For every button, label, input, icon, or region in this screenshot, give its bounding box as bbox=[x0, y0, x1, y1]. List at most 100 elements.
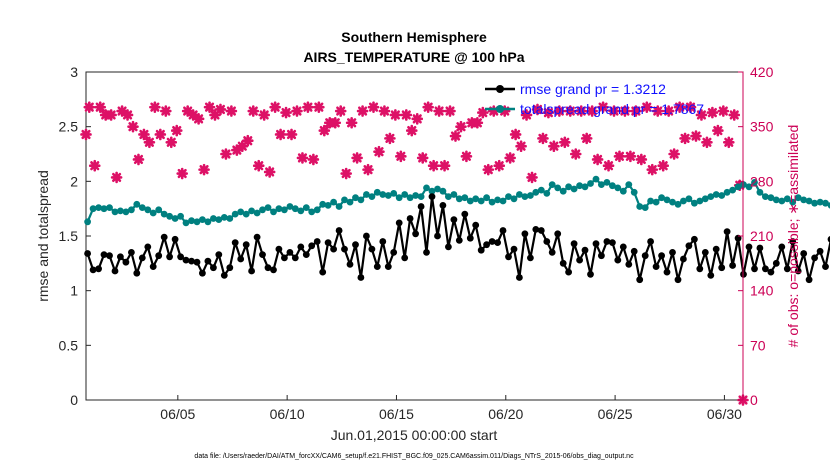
rmse-point bbox=[346, 261, 354, 268]
rmse-point bbox=[745, 243, 753, 251]
totalspread-series bbox=[84, 175, 830, 227]
rmse-point bbox=[439, 202, 447, 209]
totalspread-point bbox=[210, 215, 217, 222]
obs-point bbox=[564, 105, 577, 117]
totalspread-point bbox=[330, 198, 337, 206]
rmse-point bbox=[794, 267, 802, 275]
obs-point bbox=[586, 105, 598, 117]
obs-point bbox=[455, 120, 467, 133]
rmse-point bbox=[598, 252, 605, 260]
totalspread-point bbox=[598, 181, 605, 189]
rmse-point bbox=[428, 193, 436, 201]
rmse-point bbox=[352, 241, 359, 249]
totalspread-point bbox=[701, 195, 709, 203]
x-tick-label: 06/30 bbox=[707, 406, 742, 422]
rmse-point bbox=[805, 276, 813, 284]
totalspread-point bbox=[237, 208, 245, 216]
totalspread-point bbox=[592, 175, 600, 183]
rmse-point bbox=[609, 239, 616, 247]
rmse-point bbox=[685, 242, 693, 250]
obs-point bbox=[712, 124, 724, 137]
obs-point bbox=[362, 163, 374, 176]
rmse-point bbox=[89, 266, 97, 274]
rmse-point bbox=[281, 254, 288, 262]
obs-point bbox=[498, 105, 511, 117]
rmse-point bbox=[379, 238, 387, 245]
totalspread-point bbox=[144, 206, 152, 214]
totalspread-point bbox=[313, 206, 321, 214]
totalspread-point bbox=[357, 196, 365, 204]
obs-point bbox=[569, 148, 582, 160]
rmse-point bbox=[729, 262, 736, 269]
totalspread-point bbox=[384, 192, 392, 199]
rmse-point bbox=[701, 249, 709, 256]
totalspread-point bbox=[133, 200, 141, 208]
totalspread-point bbox=[603, 179, 611, 186]
obs-point bbox=[83, 101, 96, 113]
totalspread-point bbox=[794, 194, 802, 202]
obs-point bbox=[722, 136, 735, 149]
rmse-point bbox=[291, 254, 299, 262]
rmse-point bbox=[505, 253, 512, 261]
rmse-point bbox=[434, 232, 441, 240]
obs-point bbox=[176, 167, 188, 180]
obs-point bbox=[624, 150, 637, 163]
rmse-point bbox=[483, 241, 490, 249]
rmse-point bbox=[384, 263, 392, 270]
obs-point bbox=[520, 109, 533, 121]
rmse-point bbox=[390, 249, 398, 256]
obs-point bbox=[231, 144, 243, 156]
totalspread-point bbox=[630, 188, 638, 196]
rmse-point bbox=[220, 272, 228, 279]
rmse-point bbox=[188, 257, 195, 265]
rmse-point bbox=[581, 246, 589, 254]
left-tick-label: 1 bbox=[70, 283, 78, 299]
totalspread-point bbox=[505, 193, 512, 201]
rmse-point bbox=[707, 272, 715, 279]
totalspread-point bbox=[363, 191, 370, 198]
obs-point bbox=[641, 101, 653, 113]
rmse-point bbox=[324, 239, 332, 247]
obs-point bbox=[427, 159, 440, 172]
obs-point bbox=[553, 105, 566, 117]
rmse-point bbox=[406, 215, 414, 222]
totalspread-point bbox=[335, 203, 343, 210]
rmse-point bbox=[789, 238, 797, 245]
obs-point bbox=[209, 109, 221, 121]
totalspread-point bbox=[182, 219, 190, 227]
totalspread-point bbox=[527, 192, 534, 199]
obs-point bbox=[160, 105, 172, 117]
totalspread-point bbox=[570, 185, 578, 193]
rmse-point bbox=[778, 243, 786, 251]
legend: rmse grand pr = 1.3212 totalspread grand… bbox=[485, 81, 704, 117]
rmse-point bbox=[171, 235, 179, 243]
totalspread-point bbox=[691, 199, 698, 207]
x-tick-label: 06/25 bbox=[598, 406, 633, 422]
right-tick-label: 350 bbox=[750, 119, 774, 135]
rmse-point bbox=[182, 256, 190, 264]
rmse-point bbox=[827, 236, 830, 243]
rmse-point bbox=[592, 240, 600, 248]
obs-point bbox=[657, 159, 669, 172]
totalspread-point bbox=[685, 195, 693, 203]
left-tick-label: 2.5 bbox=[59, 119, 79, 135]
obs-point bbox=[291, 105, 303, 117]
rmse-point bbox=[133, 269, 141, 277]
rmse-point bbox=[319, 268, 327, 276]
rmse-point bbox=[543, 238, 551, 245]
rmse-point bbox=[166, 253, 174, 261]
legend-entry-totalspread: totalspread grand pr = 1.7867 bbox=[485, 101, 704, 117]
rmse-point bbox=[516, 274, 523, 281]
x-axis: 06/05 06/10 06/15 06/20 06/25 06/30 bbox=[160, 395, 742, 422]
totalspread-point bbox=[373, 188, 381, 196]
totalspread-point bbox=[619, 187, 627, 195]
obs-point bbox=[214, 103, 227, 116]
totalspread-point bbox=[291, 205, 299, 213]
y-axis-label-right: # of obs: o=possible; ∗=assimilated bbox=[785, 125, 801, 348]
rmse-point bbox=[461, 210, 469, 218]
rmse-point bbox=[772, 259, 780, 267]
left-y-axis: 0 0.5 1 1.5 2 2.5 3 bbox=[59, 64, 91, 408]
obs-point bbox=[334, 105, 347, 117]
right-tick-label: 70 bbox=[750, 337, 766, 353]
rmse-point bbox=[647, 238, 654, 245]
